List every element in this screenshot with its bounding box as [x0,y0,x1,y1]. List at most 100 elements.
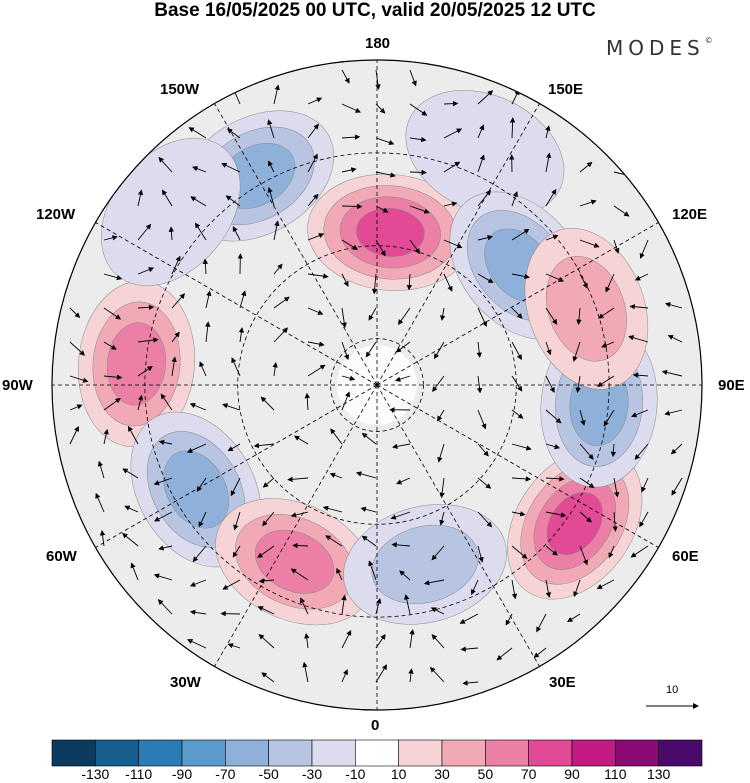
wind-vector [496,647,513,661]
wind-vector [612,511,618,532]
wind-vector [233,511,241,531]
wind-vector [103,374,123,380]
wind-vector [341,391,351,411]
wind-vector [341,167,357,173]
wind-vector [634,273,649,281]
wind-vector [477,443,489,457]
wind-vector [375,137,395,146]
wind-vector [664,409,683,416]
wind-vector [443,239,463,249]
wind-vector [459,613,479,624]
reference-vector-label: 10 [666,684,679,696]
wind-vector [409,205,430,214]
wind-vector [192,545,207,563]
wind-vector [409,169,427,176]
wind-vector [579,199,597,207]
wind-vector [292,542,309,549]
wind-vector [267,119,275,139]
wind-vector [273,263,283,275]
wind-vector [221,162,241,173]
colorbar-tick-label: -110 [125,766,153,782]
wind-vector [307,364,326,377]
wind-vector [639,511,649,528]
wind-vector [610,443,617,458]
colorbar-swatch [398,739,443,767]
wind-vector [477,90,494,105]
wind-vector [396,477,411,485]
wind-vector [137,223,152,241]
colorbar-tick-label: -90 [171,766,193,782]
wind-vector [579,409,586,426]
wind-vector [69,425,79,445]
colorbar-swatch [95,739,139,767]
wind-vector [443,201,458,207]
wind-vector [409,239,421,254]
wind-vector [579,545,588,566]
wind-vector [171,356,177,377]
wind-vector [545,188,557,207]
wind-vector [511,511,526,517]
wind-vector [667,335,683,343]
wind-vector [230,477,241,497]
wind-vector [511,443,532,451]
wind-vector [103,235,118,241]
wind-vector [103,398,121,411]
wind-vectors [69,69,683,686]
wind-vector [477,307,487,327]
wind-vector [189,579,207,587]
wind-vector [545,273,564,282]
wind-vector [511,273,530,280]
wind-vector [634,443,649,460]
wind-vector [545,511,567,518]
wind-vector [158,439,173,446]
wind-vector [199,361,207,377]
lon-label-90w: 90W [2,377,33,394]
brand-logo: MODES© [606,36,713,60]
wind-vector [477,124,485,139]
anomaly-center [524,228,649,390]
lon-label-30w: 30W [170,674,201,691]
wind-vector [190,196,207,207]
colorbar-swatch [528,739,573,767]
wind-vector [477,511,493,528]
graticule [52,60,702,710]
wind-vector [162,189,173,207]
wind-vector [158,156,173,173]
wind-vector [429,666,445,683]
anomaly-center [78,280,195,448]
wind-vector [576,307,582,325]
wind-vector [227,643,241,649]
wind-vector [124,505,139,513]
wind-vector [661,369,683,377]
wind-vector [304,392,310,411]
wind-vector [511,191,518,207]
wind-vector [579,161,593,173]
wind-vector [545,152,552,173]
wind-vector [470,579,479,595]
wind-vector [443,161,461,173]
wind-vector [341,307,347,329]
meridian-line [376,222,659,386]
wind-vector [341,594,347,615]
wind-vector [399,570,411,581]
anomaly-center [507,447,643,600]
lon-label-180: 180 [365,35,391,52]
wind-vector [511,228,530,241]
colorbar-swatch [658,739,703,767]
wind-vector [406,273,412,291]
wind-vector [575,375,581,393]
colorbar-swatch [138,739,183,767]
wind-vector [341,69,350,84]
colorbar-swatch [225,739,269,767]
anomaly-center [215,498,374,626]
wind-vector [341,203,363,210]
colorbar-swatch [571,739,616,767]
wind-vector [375,69,381,90]
wind-vector [639,239,649,259]
wind-vector [443,100,459,107]
wind-vector [273,84,280,105]
anomaly-contour [545,256,627,362]
wind-vector [671,477,683,496]
colorbar-tick-label: 30 [434,766,450,782]
